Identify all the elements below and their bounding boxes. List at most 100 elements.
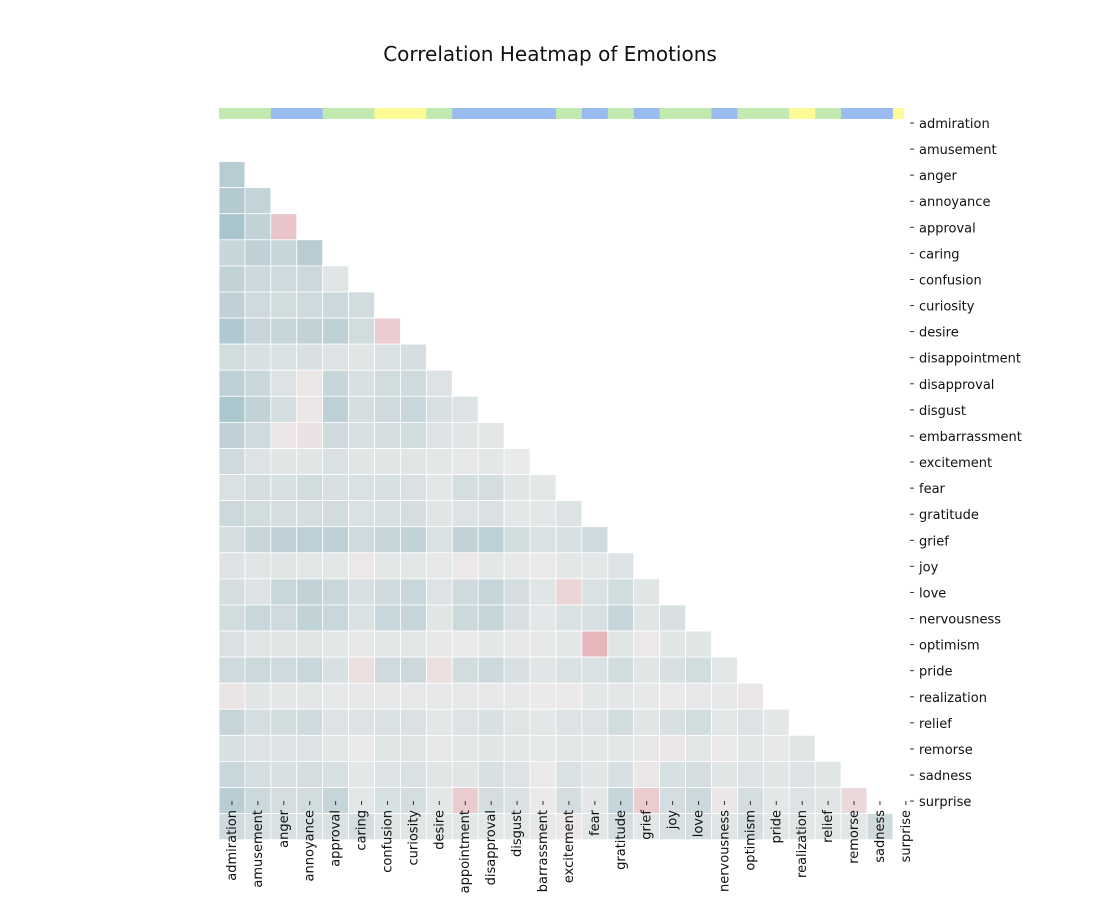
x-tick-label: annoyance — [303, 810, 318, 881]
heatmap-cell-realization-desire — [425, 708, 453, 736]
heatmap-cell-love-desire — [425, 604, 453, 632]
heatmap-cell-grief-fear — [581, 552, 609, 580]
heatmap-cell-pride-joy — [659, 682, 686, 710]
heatmap-cell-relief-approval — [322, 734, 349, 762]
heatmap-cell-nervousness-approval — [322, 630, 349, 658]
heatmap-cell-disapproval-anger — [270, 395, 298, 423]
heatmap-cell-embarrassment-admiration — [218, 448, 246, 475]
heatmap-cell-nervousness-disapproval — [477, 630, 505, 658]
heatmap-cell-pride-disapproval — [477, 682, 505, 710]
heatmap-cell-fear-amusement — [244, 500, 272, 528]
heatmap-cell-disappointment-annoyance — [296, 369, 324, 397]
y-tick-label: fear — [919, 482, 946, 497]
heatmap-cell-nervousness-joy — [659, 630, 686, 658]
heatmap-cell-love-disappointment — [451, 604, 479, 632]
heatmap-cell-confusion-amusement — [244, 291, 272, 319]
heatmap-cell-annoyance-amusement — [244, 213, 272, 241]
heatmap-cell-relief-embarrassment — [529, 734, 557, 762]
heatmap-cell-optimism-desire — [425, 656, 453, 684]
heatmap-cell-remorse-amusement — [244, 761, 272, 788]
heatmap-cell-anger-admiration — [218, 187, 246, 215]
heatmap-cell-excitement-annoyance — [296, 474, 324, 502]
heatmap-cell-sadness-optimism — [737, 787, 764, 814]
heatmap-cell-surprise-approval — [322, 813, 349, 841]
heatmap-cell-relief-joy — [659, 734, 686, 762]
heatmap-cell-optimism-admiration — [218, 656, 246, 684]
heatmap-cell-disappointment-curiosity — [400, 369, 427, 397]
heatmap-cell-relief-fear — [581, 734, 609, 762]
heatmap-cell-nervousness-fear — [581, 630, 609, 658]
heatmap-cell-surprise-excitement — [555, 813, 583, 841]
heatmap-cell-joy-anger — [270, 578, 298, 606]
heatmap-cell-confusion-approval — [322, 291, 349, 319]
heatmap-cell-joy-annoyance — [296, 578, 324, 606]
heatmap-cell-sadness-disgust — [503, 787, 531, 814]
heatmap-cell-love-annoyance — [296, 604, 324, 632]
heatmap-cell-surprise-amusement — [244, 813, 272, 841]
heatmap-cell-love-disgust — [503, 604, 531, 632]
heatmap-cell-joy-embarrassment — [529, 578, 557, 606]
heatmap-cell-surprise-curiosity — [400, 813, 427, 841]
heatmap-cell-curiosity-approval — [322, 317, 349, 345]
x-tick-label: sadness — [873, 810, 888, 863]
heatmap-cell-optimism-annoyance — [296, 656, 324, 684]
heatmap-cell-gratitude-desire — [425, 526, 453, 554]
heatmap-cell-sadness-love — [685, 787, 712, 814]
heatmap-cell-pride-disappointment — [451, 682, 479, 710]
y-tick-label: joy — [918, 560, 939, 575]
y-tick-label: desire — [919, 326, 959, 341]
heatmap-cell-excitement-disappointment — [451, 474, 479, 502]
heatmap-cell-curiosity-caring — [348, 317, 375, 345]
heatmap-cell-excitement-disgust — [503, 474, 531, 502]
heatmap-cell-remorse-desire — [425, 761, 453, 788]
heatmap-cell-disgust-annoyance — [296, 421, 324, 449]
heatmap-cell-pride-disgust — [503, 682, 531, 710]
heatmap-cell-gratitude-excitement — [555, 526, 583, 554]
heatmap-cell-remorse-disgust — [503, 761, 531, 788]
heatmap-cell-disapproval-confusion — [374, 395, 401, 423]
heatmap-cell-disgust-desire — [425, 421, 453, 449]
y-axis-ticks: admiration amusement anger annoyance approva… — [910, 117, 1022, 810]
x-tick-label: disgust — [510, 810, 525, 857]
heatmap-cell-disapproval-approval — [322, 395, 349, 423]
heatmap-cell-optimism-love — [685, 656, 712, 684]
heatmap-cell-embarrassment-disappointment — [451, 448, 479, 475]
heatmap-cell-grief-disappointment — [451, 552, 479, 580]
heatmap-cell-confusion-admiration — [218, 291, 246, 319]
cluster-color-embarrassment — [530, 108, 557, 119]
heatmap-cell-grief-confusion — [374, 552, 401, 580]
heatmap-cell-surprise-nervousness — [711, 813, 738, 841]
cluster-color-confusion — [374, 108, 401, 119]
heatmap-cell-desire-amusement — [244, 343, 272, 371]
heatmap-cell-grief-excitement — [555, 552, 583, 580]
heatmap-cell-relief-annoyance — [296, 734, 324, 762]
y-tick-label: remorse — [919, 743, 973, 758]
heatmap-cell-optimism-anger — [270, 656, 298, 684]
heatmap-cell-optimism-nervousness — [711, 656, 738, 684]
y-tick-label: love — [919, 586, 946, 601]
heatmap-cell-pride-optimism — [737, 682, 764, 710]
heatmap-cell-curiosity-amusement — [244, 317, 272, 345]
heatmap-cell-caring-annoyance — [296, 265, 324, 293]
x-tick-label: realization — [795, 810, 810, 878]
heatmap-cell-relief-disappointment — [451, 734, 479, 762]
y-tick-label: sadness — [919, 769, 972, 784]
heatmap-cell-desire-caring — [348, 343, 375, 371]
heatmap-cell-disappointment-anger — [270, 369, 298, 397]
heatmap-cell-relief-curiosity — [400, 734, 427, 762]
heatmap-cell-sadness-gratitude — [607, 787, 635, 814]
heatmap-cell-remorse-admiration — [218, 761, 246, 788]
heatmap-cell-surprise-disappointment — [451, 813, 479, 841]
heatmap-cell-optimism-embarrassment — [529, 656, 557, 684]
y-tick-label: amusement — [919, 143, 997, 158]
heatmap-cell-desire-anger — [270, 343, 298, 371]
heatmap-cell-relief-optimism — [737, 734, 764, 762]
x-tick-label: amusement — [251, 810, 266, 888]
heatmap-cell-fear-disappointment — [451, 500, 479, 528]
y-tick-label: confusion — [919, 273, 982, 288]
heatmap-cell-approval-amusement — [244, 239, 272, 267]
heatmap-cell-disapproval-curiosity — [400, 395, 427, 423]
heatmap-cell-pride-love — [685, 682, 712, 710]
heatmap-cell-realization-grief — [633, 708, 661, 736]
heatmap-cell-optimism-joy — [659, 656, 686, 684]
